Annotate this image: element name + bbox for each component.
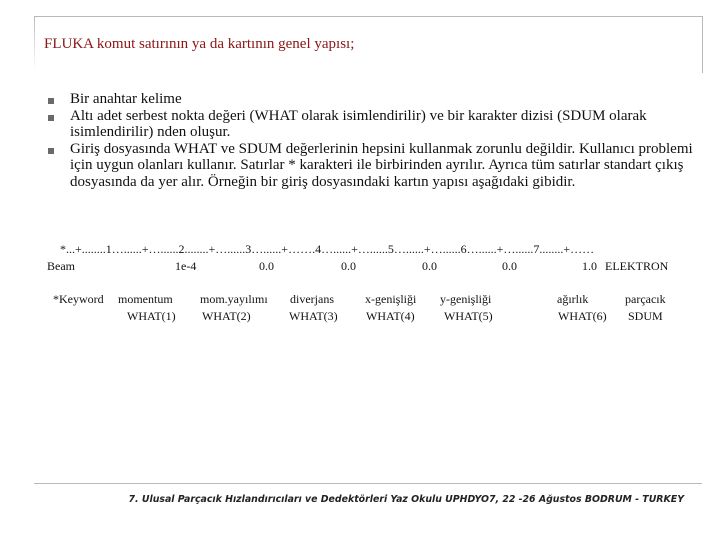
bullet-item: Giriş dosyasında WHAT ve SDUM değerlerin… — [48, 141, 698, 191]
card-value-6: 1.0 — [582, 259, 597, 273]
legend-what-3: WHAT(3) — [289, 309, 338, 323]
legend-what-5: WHAT(5) — [444, 309, 493, 323]
legend-label-momentum: momentum — [118, 292, 173, 306]
bullet-text: Bir anahtar kelime — [70, 91, 182, 107]
bullet-text: Altı adet serbest nokta değeri (WHAT ola… — [70, 107, 647, 141]
legend-keyword: *Keyword — [53, 292, 104, 306]
legend-what-4: WHAT(4) — [366, 309, 415, 323]
legend-label-momentum-spread: mom.yayılımı — [200, 292, 268, 306]
slide-title: FLUKA komut satırının ya da kartının gen… — [44, 36, 355, 52]
bullet-list: Bir anahtar kelime Altı adet serbest nok… — [48, 91, 698, 191]
bullet-item: Altı adet serbest nokta değeri (WHAT ola… — [48, 108, 698, 141]
footer-divider — [34, 483, 702, 484]
legend-label-y-width: y-genişliği — [440, 292, 492, 306]
card-value-1: 1e-4 — [175, 259, 197, 273]
legend-label-divergence: diverjans — [290, 292, 334, 306]
footer-caption: 7. Ulusal Parçacık Hızlandırıcıları ve D… — [128, 494, 684, 505]
header-frame-left — [34, 16, 35, 72]
bullet-text: Giriş dosyasında WHAT ve SDUM değerlerin… — [70, 140, 693, 190]
card-value-5: 0.0 — [502, 259, 517, 273]
card-value-4: 0.0 — [422, 259, 437, 273]
square-bullet-icon — [48, 147, 54, 154]
card-sdum: ELEKTRON — [605, 259, 669, 273]
legend-label-particle: parçacık — [625, 292, 666, 306]
legend-what-1: WHAT(1) — [127, 309, 176, 323]
square-bullet-icon — [48, 98, 54, 104]
header-frame — [34, 16, 703, 73]
legend-sdum: SDUM — [628, 309, 663, 323]
card-column-ruler: *...+........1…......+…......2........+…… — [60, 242, 595, 256]
square-bullet-icon — [48, 114, 54, 121]
bullet-item: Bir anahtar kelime — [48, 91, 698, 108]
legend-label-weight: ağırlık — [557, 292, 589, 306]
legend-what-6: WHAT(6) — [558, 309, 607, 323]
legend-label-x-width: x-genişliği — [365, 292, 417, 306]
card-value-2: 0.0 — [259, 259, 274, 273]
card-value-3: 0.0 — [341, 259, 356, 273]
legend-what-2: WHAT(2) — [202, 309, 251, 323]
card-keyword: Beam — [47, 259, 75, 273]
